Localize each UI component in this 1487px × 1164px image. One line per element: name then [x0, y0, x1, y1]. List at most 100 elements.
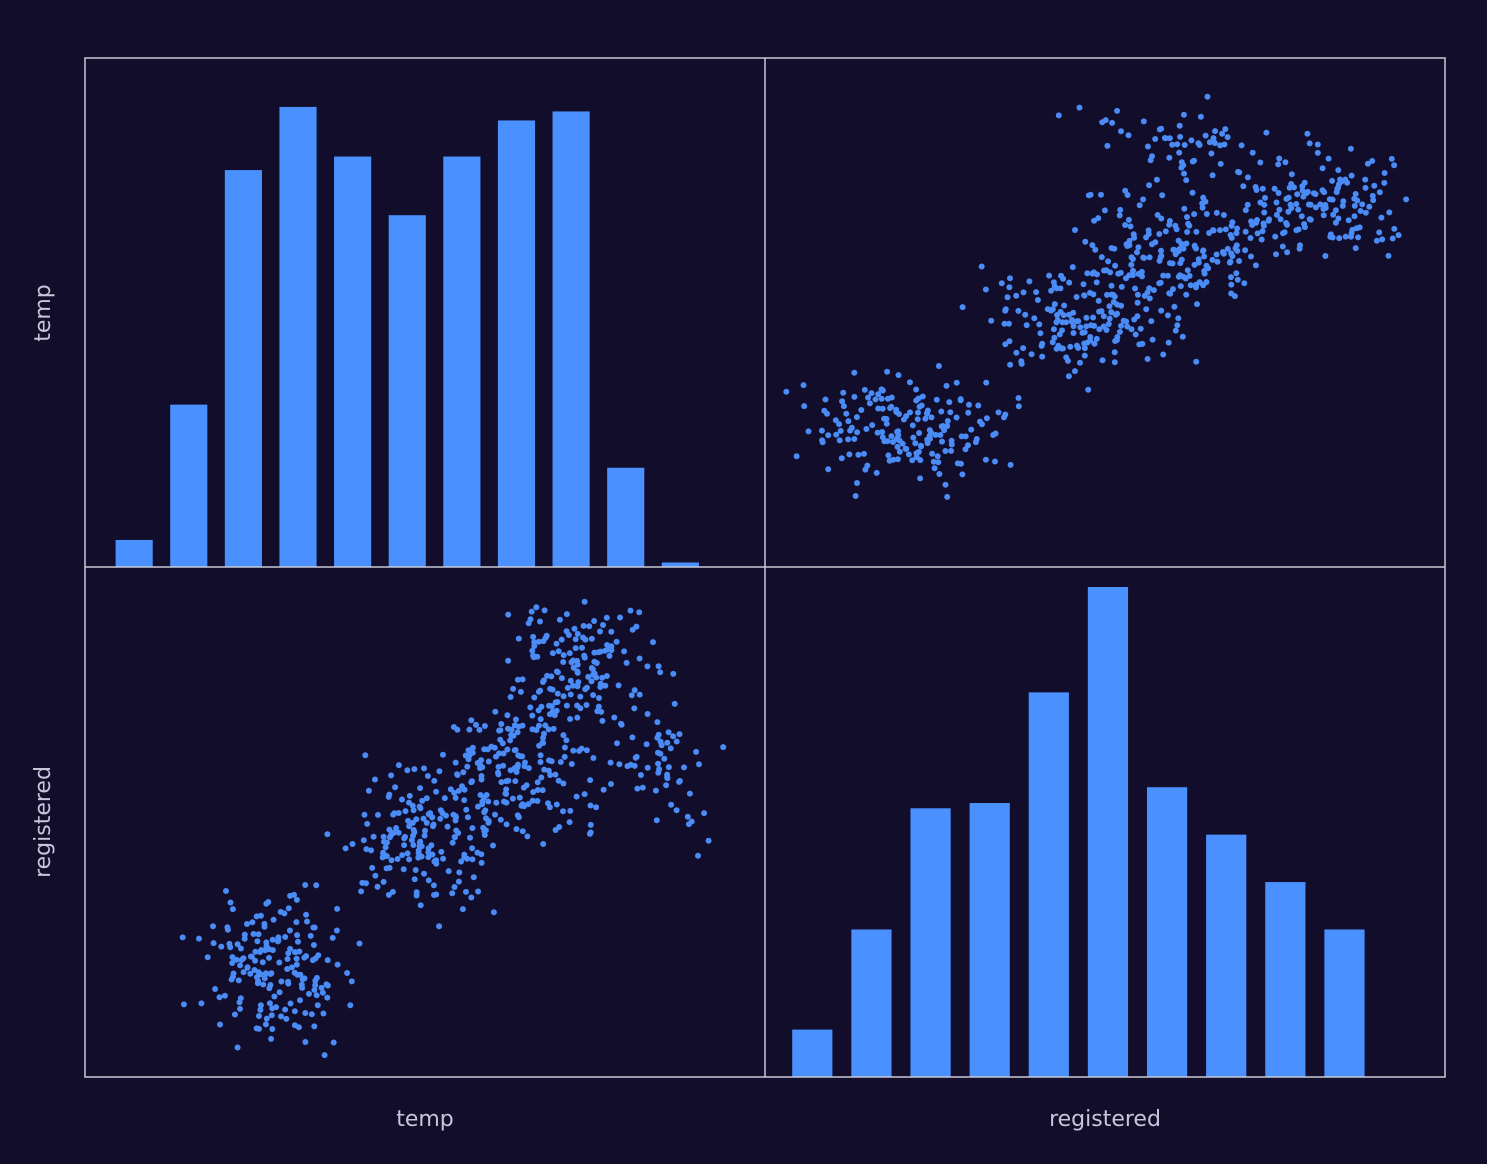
point: [1307, 201, 1314, 208]
point: [631, 705, 638, 712]
point: [1164, 312, 1171, 319]
point: [930, 458, 937, 465]
point: [409, 802, 416, 809]
point: [356, 940, 363, 947]
point: [885, 452, 892, 459]
point: [286, 927, 293, 934]
point: [931, 465, 938, 472]
point: [1150, 287, 1157, 294]
point: [1140, 118, 1147, 125]
point: [922, 415, 929, 422]
point: [1297, 242, 1303, 249]
point: [459, 783, 465, 790]
point: [1259, 228, 1266, 235]
point: [1002, 307, 1009, 314]
point: [223, 888, 229, 894]
point: [1118, 128, 1124, 135]
point: [1172, 327, 1179, 334]
point: [1204, 93, 1211, 100]
point: [1321, 189, 1328, 196]
point: [269, 936, 276, 943]
point: [1055, 112, 1062, 119]
point: [1152, 239, 1159, 246]
point: [914, 416, 921, 423]
point: [1322, 201, 1329, 208]
point: [586, 623, 593, 630]
point: [591, 658, 598, 665]
x-axis-label-registered: registered: [1049, 1107, 1161, 1132]
point: [365, 787, 372, 794]
point: [1146, 182, 1153, 189]
point: [347, 1002, 354, 1009]
point: [846, 451, 853, 458]
point: [546, 711, 553, 718]
point: [283, 1015, 290, 1022]
point: [560, 659, 567, 665]
point: [1381, 170, 1388, 176]
point: [479, 764, 486, 771]
point: [530, 654, 537, 661]
point: [1339, 202, 1346, 209]
point: [1057, 285, 1064, 292]
point: [538, 774, 545, 781]
point: [501, 798, 507, 805]
point: [255, 931, 262, 938]
point: [1284, 249, 1291, 256]
bar-registered-bin-4: [1028, 692, 1069, 1077]
point: [1195, 140, 1202, 147]
point: [1081, 292, 1088, 299]
point: [581, 791, 588, 798]
point: [1165, 339, 1172, 346]
point: [590, 692, 597, 699]
point: [1156, 126, 1163, 133]
point: [1166, 154, 1173, 161]
bar-registered-bin-7: [1206, 834, 1247, 1077]
point: [1103, 327, 1110, 333]
point: [1252, 262, 1259, 269]
point: [1020, 289, 1027, 296]
point: [975, 402, 982, 409]
point: [394, 856, 401, 862]
point: [585, 673, 592, 680]
point: [198, 1000, 205, 1007]
point: [420, 815, 427, 822]
point: [1172, 222, 1179, 229]
point: [1403, 196, 1410, 203]
point: [1381, 179, 1388, 186]
point: [1319, 165, 1326, 172]
point: [597, 628, 603, 635]
point: [942, 448, 949, 454]
point: [1141, 255, 1147, 261]
point: [1095, 215, 1102, 222]
point: [653, 817, 660, 824]
point: [282, 934, 289, 940]
point: [1064, 357, 1071, 364]
point: [1090, 291, 1097, 298]
point: [293, 955, 300, 962]
point: [314, 1002, 321, 1009]
point: [979, 421, 985, 428]
point: [1175, 237, 1182, 244]
point: [567, 677, 574, 684]
point: [1260, 222, 1267, 229]
point: [587, 802, 594, 809]
point: [1108, 245, 1115, 251]
point: [542, 722, 549, 729]
point: [1371, 182, 1378, 189]
point: [948, 447, 955, 454]
point: [535, 707, 542, 714]
point: [465, 747, 472, 754]
point: [361, 811, 368, 818]
point: [229, 954, 236, 961]
point: [936, 471, 943, 477]
point: [546, 702, 552, 709]
point: [342, 845, 349, 852]
point: [534, 787, 541, 793]
point: [1122, 222, 1129, 228]
point: [1295, 206, 1302, 213]
point: [507, 737, 514, 744]
point: [1233, 230, 1240, 237]
point: [1050, 326, 1057, 333]
point: [515, 723, 522, 730]
point: [1125, 216, 1132, 223]
